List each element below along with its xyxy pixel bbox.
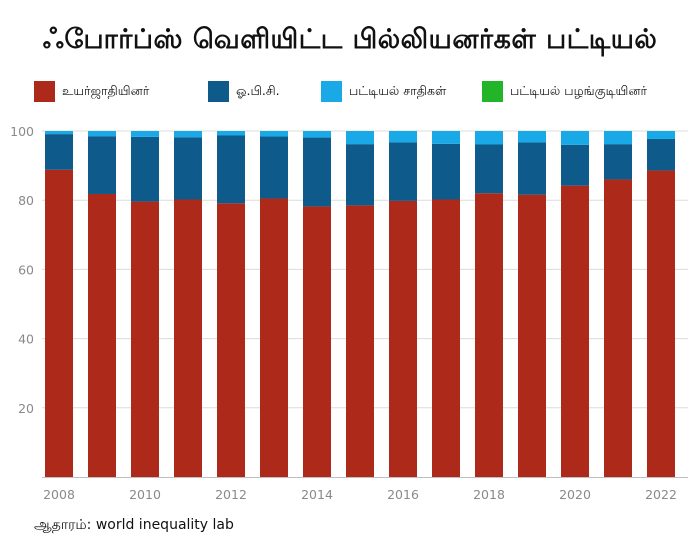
bar-2011-series-0: [174, 199, 202, 477]
bar-2008-series-0: [45, 169, 73, 477]
x-tick-label-2014: 2014: [301, 487, 333, 502]
bar-2008-series-2: [45, 131, 73, 135]
bar-2022-series-2: [647, 131, 675, 139]
bar-2011-series-2: [174, 131, 202, 138]
x-tick-label-2012: 2012: [215, 487, 247, 502]
legend-item-scheduled-castes: பட்டியல் சாதிகள்: [321, 80, 446, 102]
legend-label-upper-caste: உயர்ஜாதியினர்: [62, 82, 150, 98]
legend-swatch-obc: [208, 80, 229, 102]
legend-swatch-scheduled-castes: [321, 80, 342, 102]
bar-2015-series-0: [346, 205, 374, 477]
legend-swatch-upper-caste: [34, 80, 55, 102]
bar-2018-series-2: [475, 131, 503, 145]
bar-2017-series-2: [432, 131, 460, 144]
legend-label-scheduled-castes: பட்டியல் சாதிகள்: [349, 82, 447, 98]
bar-2014-series-2: [303, 131, 331, 138]
legend-label-scheduled-tribes: பட்டியல் பழங்குடியினர்: [510, 82, 648, 98]
legend-label-obc: ஓ.பி.சி.: [236, 82, 280, 98]
y-tick-label-40: 40: [18, 332, 34, 347]
x-tick-label-2018: 2018: [473, 487, 505, 502]
bar-2016-series-2: [389, 131, 417, 143]
bar-2010-series-1: [131, 136, 159, 202]
legend: உயர்ஜாதியினர் ஓ.பி.சி. பட்டியல் சாதிகள் …: [0, 80, 700, 104]
legend-swatch-scheduled-tribes: [482, 80, 503, 102]
legend-item-scheduled-tribes: பட்டியல் பழங்குடியினர்: [482, 80, 647, 102]
bar-2020-series-0: [561, 185, 589, 477]
legend-item-obc: ஓ.பி.சி.: [208, 80, 280, 102]
bar-2012-series-0: [217, 203, 245, 477]
bar-2013-series-0: [260, 198, 288, 477]
x-tick-label-2010: 2010: [129, 487, 161, 502]
bar-2016-series-1: [389, 142, 417, 201]
chart-title: ஃபோர்ப்ஸ் வெளியிட்ட பில்லியனர்கள் பட்டிய…: [42, 24, 658, 55]
bar-2010-series-0: [131, 201, 159, 478]
y-tick-label-20: 20: [18, 401, 34, 416]
bar-2008-series-1: [45, 134, 73, 170]
bar-2014-series-0: [303, 206, 331, 478]
bar-2012-series-1: [217, 135, 245, 204]
bar-2021-series-0: [604, 179, 632, 477]
bar-2009-series-1: [88, 136, 116, 194]
x-tick-label-2022: 2022: [645, 487, 677, 502]
bar-2014-series-1: [303, 137, 331, 207]
x-tick-label-2016: 2016: [387, 487, 419, 502]
bar-2020-series-2: [561, 131, 589, 145]
y-tick-label-100: 100: [10, 124, 34, 139]
x-tick-label-2008: 2008: [43, 487, 75, 502]
bar-2022-series-1: [647, 138, 675, 171]
bar-2021-series-1: [604, 144, 632, 180]
bar-2015-series-1: [346, 144, 374, 206]
source-text: world inequality lab: [95, 517, 234, 533]
source-label: ஆதாரம்:: [34, 517, 92, 533]
bar-2021-series-2: [604, 131, 632, 145]
legend-item-upper-caste: உயர்ஜாதியினர்: [34, 80, 149, 102]
bar-2016-series-0: [389, 200, 417, 477]
bar-2017-series-0: [432, 199, 460, 477]
y-tick-label-80: 80: [18, 193, 34, 208]
bar-2009-series-0: [88, 193, 116, 478]
bar-2013-series-2: [260, 131, 288, 137]
bar-2018-series-0: [475, 193, 503, 477]
y-tick-label-60: 60: [18, 262, 34, 277]
bar-2011-series-1: [174, 137, 202, 200]
bar-2013-series-1: [260, 136, 288, 199]
x-tick-label-2020: 2020: [559, 487, 591, 502]
bar-2018-series-1: [475, 144, 503, 194]
bar-2015-series-2: [346, 131, 374, 145]
bar-2010-series-2: [131, 131, 159, 137]
bar-2020-series-1: [561, 144, 589, 186]
source-note: ஆதாரம்: world inequality lab: [34, 517, 234, 535]
bar-2017-series-1: [432, 143, 460, 200]
bar-2022-series-0: [647, 170, 675, 477]
bar-2019-series-2: [518, 131, 546, 143]
bar-2019-series-1: [518, 142, 546, 195]
bar-2019-series-0: [518, 194, 546, 477]
bar-2012-series-2: [217, 131, 245, 136]
bar-2009-series-2: [88, 131, 116, 137]
